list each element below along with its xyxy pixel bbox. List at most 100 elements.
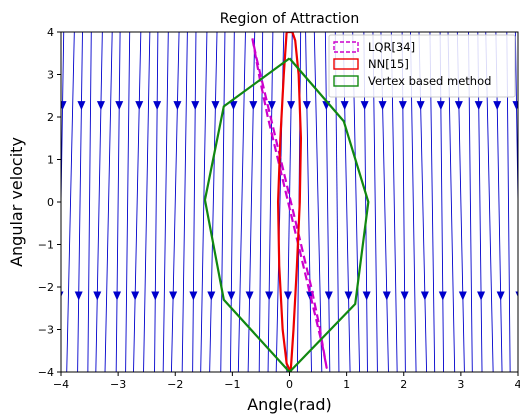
- stream-arrow-upper: [153, 101, 162, 111]
- y-tick-label: −1: [38, 239, 54, 252]
- stream-arrow-lower: [344, 291, 353, 301]
- y-tick-label: 0: [47, 196, 54, 209]
- stream-arrow-lower: [438, 291, 447, 301]
- streamline: [247, 32, 256, 372]
- legend-label: LQR[34]: [368, 40, 415, 54]
- streamline: [305, 32, 312, 372]
- streamline: [143, 32, 151, 372]
- y-tick-label: −4: [38, 366, 54, 379]
- stream-arrow-upper: [211, 101, 220, 111]
- stream-arrow-upper: [135, 101, 144, 111]
- streamline: [258, 32, 264, 372]
- stream-arrow-upper: [493, 101, 502, 111]
- series-line-nn: [276, 32, 303, 372]
- legend-swatch: [333, 41, 359, 53]
- y-tick-label: 3: [47, 69, 54, 82]
- streamline: [77, 32, 83, 372]
- stream-arrow-upper: [287, 101, 296, 111]
- stream-arrow-lower: [362, 291, 371, 301]
- x-tick-label: 3: [457, 378, 464, 391]
- x-tick-label: −3: [110, 378, 126, 391]
- stream-arrow-upper: [436, 101, 445, 111]
- x-tick-label: 1: [343, 378, 350, 391]
- streamline: [267, 32, 274, 372]
- stream-arrow-lower: [151, 291, 160, 301]
- stream-arrow-upper: [173, 101, 182, 111]
- stream-arrow-lower: [131, 291, 140, 301]
- streamline: [133, 32, 142, 372]
- stream-arrow-upper: [340, 101, 349, 111]
- x-tick-label: 4: [515, 378, 520, 391]
- streamline: [324, 32, 331, 372]
- y-axis-label: Angular velocity: [7, 137, 26, 267]
- stream-arrow-lower: [169, 291, 178, 301]
- x-tick-label: −4: [53, 378, 69, 391]
- y-tick-label: 4: [47, 26, 54, 39]
- streamline: [95, 32, 103, 372]
- x-tick-label: −2: [167, 378, 183, 391]
- legend: LQR[34] NN[15] Vertex based method: [328, 34, 516, 98]
- stream-arrow-lower: [477, 291, 486, 301]
- streamline: [237, 32, 246, 372]
- x-tick-label: 0: [286, 378, 293, 391]
- stream-arrow-lower: [283, 291, 292, 301]
- series-line-lqr: [251, 38, 328, 369]
- y-tick-label: −3: [38, 324, 54, 337]
- streamline: [66, 32, 75, 372]
- stream-arrow-lower: [245, 291, 254, 301]
- streamline: [286, 32, 293, 372]
- stream-arrow-upper: [229, 101, 238, 111]
- legend-label: Vertex based method: [368, 74, 491, 88]
- streamline: [125, 32, 131, 372]
- x-axis-label: Angle(rad): [247, 395, 332, 414]
- streamline: [162, 32, 169, 372]
- stream-arrow-upper: [416, 101, 425, 111]
- stream-arrow-upper: [360, 101, 369, 111]
- stream-arrow-upper: [61, 101, 67, 111]
- y-axis: −4 −3 −2 −1 0 1 2 3 4: [38, 26, 61, 379]
- stream-arrow-upper: [398, 101, 407, 111]
- stream-arrow-upper: [77, 101, 86, 111]
- legend-swatch: [333, 75, 359, 87]
- x-tick-label: −1: [224, 378, 240, 391]
- stream-arrow-lower: [93, 291, 102, 301]
- streamline: [200, 32, 208, 372]
- stream-arrow-upper: [512, 101, 518, 111]
- stream-arrow-lower: [382, 291, 391, 301]
- stream-arrow-upper: [96, 101, 105, 111]
- stream-arrow-upper: [454, 101, 463, 111]
- legend-label: NN[15]: [368, 57, 409, 71]
- stream-arrow-lower: [496, 291, 505, 301]
- y-tick-label: 2: [47, 111, 54, 124]
- stream-arrow-upper: [267, 101, 276, 111]
- stream-arrow-upper: [474, 101, 483, 111]
- stream-arrow-lower: [61, 291, 64, 298]
- stream-arrow-lower: [400, 291, 409, 301]
- stream-arrow-upper: [249, 101, 258, 111]
- streamline: [230, 32, 235, 372]
- streamline: [209, 32, 218, 372]
- streamline: [104, 32, 113, 372]
- stream-arrow-lower: [74, 291, 83, 301]
- stream-arrow-lower: [113, 291, 122, 301]
- y-tick-label: −2: [38, 281, 54, 294]
- chart-title: Region of Attraction: [220, 11, 359, 27]
- streamline: [192, 32, 197, 372]
- stream-arrow-upper: [378, 101, 387, 111]
- streamline: [275, 32, 285, 372]
- streamline: [154, 32, 159, 372]
- streamline: [514, 32, 518, 233]
- streamline: [181, 32, 188, 372]
- series-layer: [203, 32, 370, 372]
- series-line-vertex: [203, 57, 370, 372]
- stream-arrow-lower: [324, 291, 333, 301]
- stream-arrow-lower: [189, 291, 198, 301]
- stream-arrow-upper: [302, 101, 311, 111]
- streamline: [220, 32, 226, 372]
- stream-arrow-lower: [227, 291, 236, 301]
- streamline: [313, 32, 323, 372]
- x-tick-label: 2: [400, 378, 407, 391]
- stream-arrow-upper: [191, 101, 200, 111]
- stream-arrow-lower: [515, 291, 518, 298]
